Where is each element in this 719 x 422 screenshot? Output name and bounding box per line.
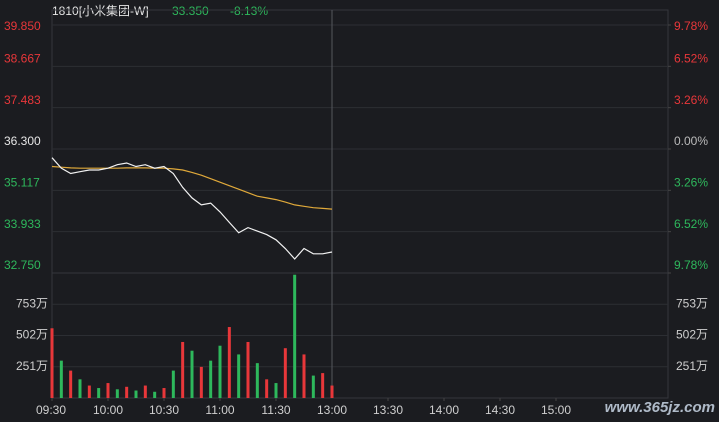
volume-bar [59, 360, 63, 398]
price-change: -8.13% [230, 4, 268, 18]
volume-bar [218, 345, 222, 398]
volume-bar [302, 354, 306, 398]
volume-bar [227, 327, 231, 398]
price-line [51, 157, 333, 260]
x-tick-label: 13:00 [317, 403, 347, 417]
volume-tick-label: 753万 [16, 296, 48, 310]
volume-tick-label-right: 251万 [676, 359, 708, 373]
volume-bar [321, 373, 325, 398]
volume-bar [199, 366, 203, 398]
y-tick-label: 38.667 [4, 51, 41, 65]
volume-bar [274, 383, 278, 398]
volume-bar [106, 383, 110, 398]
x-tick-label: 10:30 [149, 403, 179, 417]
x-tick-label: 10:00 [93, 403, 123, 417]
y2-tick-label: 6.52% [674, 52, 708, 66]
y2-tick-label: 0.00% [674, 134, 708, 148]
volume-bar [143, 385, 147, 398]
y2-tick-label: 9.78% [674, 258, 708, 272]
volume-bar [97, 388, 101, 398]
x-tick-label: 14:30 [485, 403, 515, 417]
x-tick-label: 09:30 [36, 403, 66, 417]
y-tick-label: 37.483 [4, 93, 41, 107]
x-tick-label: 14:00 [429, 403, 459, 417]
plot-frame [51, 9, 669, 399]
y-tick-label: 32.750 [4, 258, 41, 272]
y2-tick-label: 9.78% [674, 19, 708, 33]
volume-tick-label: 502万 [16, 328, 48, 342]
volume-bar [311, 375, 315, 398]
y-tick-label: 39.850 [4, 19, 41, 33]
volume-bar [181, 341, 185, 398]
volume-bar [330, 385, 334, 398]
price-line [51, 165, 333, 210]
volume-bar [115, 389, 119, 398]
volume-bar [125, 386, 129, 398]
volume-bar [171, 370, 175, 398]
volume-bar [293, 274, 297, 398]
volume-bar [134, 390, 138, 398]
stock-title: 1810[小米集团-W] [52, 3, 149, 18]
x-tick-label: 11:00 [205, 403, 234, 417]
volume-bar [153, 391, 157, 398]
x-tick-label: 11:30 [261, 403, 290, 417]
volume-tick-label: 251万 [16, 359, 48, 373]
volume-bar [265, 379, 269, 398]
volume-tick-label-right: 502万 [676, 328, 708, 342]
volume-bar [283, 348, 287, 398]
x-tick-label: 15:00 [541, 403, 571, 417]
watermark: www.365jz.com [605, 399, 715, 416]
y2-tick-label: 3.26% [674, 176, 708, 190]
volume-bar [162, 388, 166, 398]
volume-bar [78, 379, 82, 398]
y-tick-label: 36.300 [4, 134, 41, 148]
y-tick-label: 33.933 [4, 217, 41, 231]
volume-tick-label-right: 753万 [676, 296, 708, 310]
volume-bar [255, 363, 259, 398]
last-price: 33.350 [172, 4, 209, 18]
y2-tick-label: 6.52% [674, 217, 708, 231]
volume-bar [190, 350, 194, 398]
volume-bar [246, 341, 250, 398]
volume-bar [87, 385, 91, 398]
y-tick-label: 35.117 [4, 175, 40, 189]
volume-bar [237, 354, 241, 398]
volume-bar [209, 360, 213, 398]
volume-bar [50, 328, 54, 398]
volume-bar [69, 370, 73, 398]
x-tick-label: 13:30 [373, 403, 403, 417]
y2-tick-label: 3.26% [674, 93, 708, 107]
